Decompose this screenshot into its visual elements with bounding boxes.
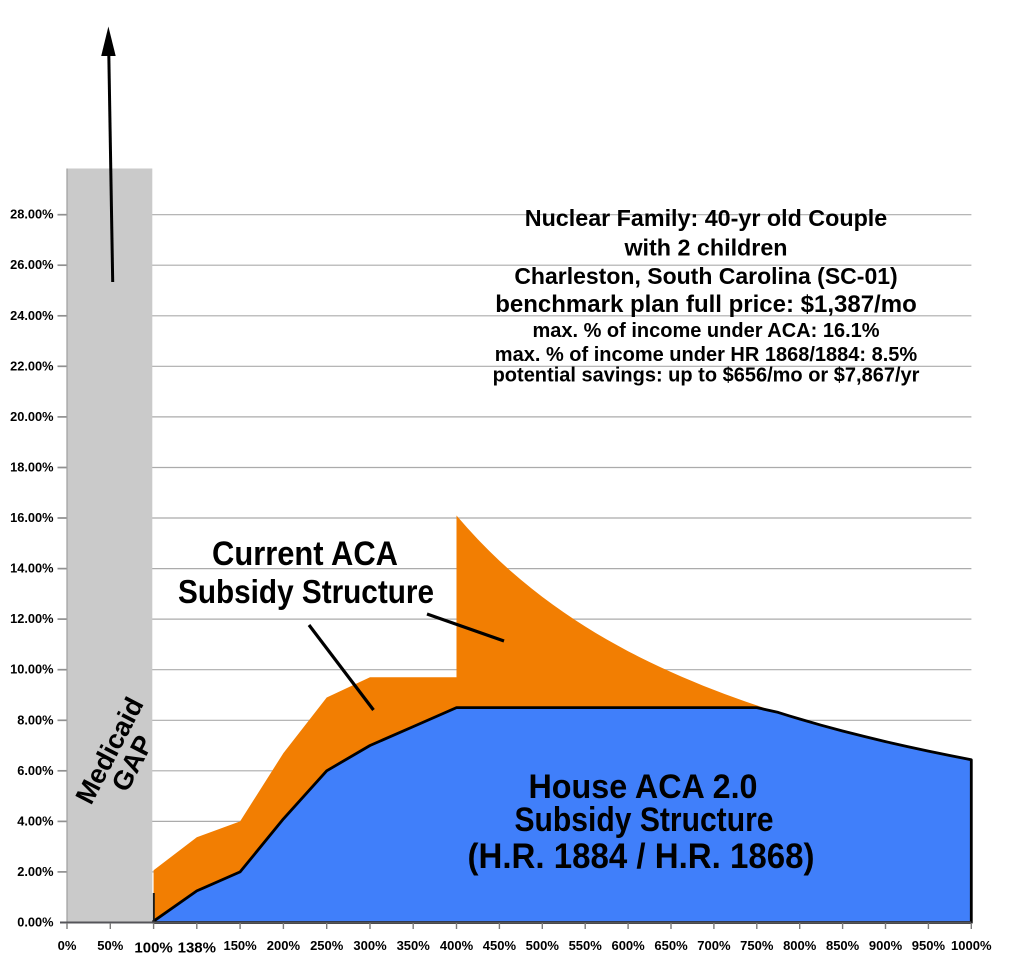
svg-text:400%: 400% (440, 938, 474, 953)
svg-text:22.00%: 22.00% (10, 358, 54, 373)
svg-text:50%: 50% (97, 938, 123, 953)
svg-text:20.00%: 20.00% (10, 409, 54, 424)
svg-text:750%: 750% (740, 938, 774, 953)
svg-text:450%: 450% (483, 938, 517, 953)
svg-text:Charleston, South Carolina (SC: Charleston, South Carolina (SC-01) (514, 263, 897, 289)
svg-text:350%: 350% (397, 938, 431, 953)
svg-text:with 2 children: with 2 children (623, 235, 787, 261)
svg-text:900%: 900% (869, 938, 903, 953)
svg-text:Subsidy Structure: Subsidy Structure (178, 573, 434, 610)
svg-text:800%: 800% (783, 938, 817, 953)
svg-text:250%: 250% (310, 938, 344, 953)
svg-text:0.00%: 0.00% (17, 915, 54, 930)
svg-text:650%: 650% (654, 938, 688, 953)
svg-text:House ACA 2.0: House ACA 2.0 (529, 768, 758, 806)
svg-text:700%: 700% (697, 938, 731, 953)
svg-text:8.00%: 8.00% (17, 712, 54, 727)
svg-text:26.00%: 26.00% (10, 257, 54, 272)
svg-text:138%: 138% (178, 940, 216, 957)
svg-text:150%: 150% (223, 938, 257, 953)
svg-text:Subsidy Structure: Subsidy Structure (515, 801, 774, 839)
svg-text:100%: 100% (134, 940, 172, 957)
svg-text:200%: 200% (267, 938, 301, 953)
svg-text:0%: 0% (58, 938, 77, 953)
svg-text:4.00%: 4.00% (17, 813, 54, 828)
svg-text:(H.R. 1884 / H.R. 1868): (H.R. 1884 / H.R. 1868) (468, 836, 815, 876)
svg-text:max. % of income under HR 1868: max. % of income under HR 1868/1884: 8.5… (495, 344, 918, 366)
svg-text:6.00%: 6.00% (17, 763, 54, 778)
svg-text:2.00%: 2.00% (17, 864, 54, 879)
svg-text:300%: 300% (353, 938, 387, 953)
svg-text:14.00%: 14.00% (10, 561, 54, 576)
svg-text:16.00%: 16.00% (10, 510, 54, 525)
svg-text:potential savings: up to $656/: potential savings: up to $656/mo or $7,8… (493, 365, 920, 387)
svg-text:28.00%: 28.00% (10, 207, 54, 222)
svg-text:18.00%: 18.00% (10, 460, 54, 475)
svg-text:Nuclear Family: 40-yr old Coup: Nuclear Family: 40-yr old Couple (525, 205, 888, 231)
svg-text:10.00%: 10.00% (10, 662, 54, 677)
svg-text:550%: 550% (569, 938, 603, 953)
svg-text:600%: 600% (611, 938, 645, 953)
svg-text:500%: 500% (526, 938, 560, 953)
svg-text:max. % of income under ACA: 16: max. % of income under ACA: 16.1% (532, 320, 879, 342)
svg-text:benchmark plan full price: $1,: benchmark plan full price: $1,387/mo (495, 291, 916, 318)
svg-text:12.00%: 12.00% (10, 611, 54, 626)
svg-text:850%: 850% (826, 938, 860, 953)
svg-text:Current ACA: Current ACA (212, 535, 398, 573)
svg-text:24.00%: 24.00% (10, 308, 54, 323)
svg-text:1000%: 1000% (951, 938, 992, 953)
svg-text:950%: 950% (912, 938, 946, 953)
